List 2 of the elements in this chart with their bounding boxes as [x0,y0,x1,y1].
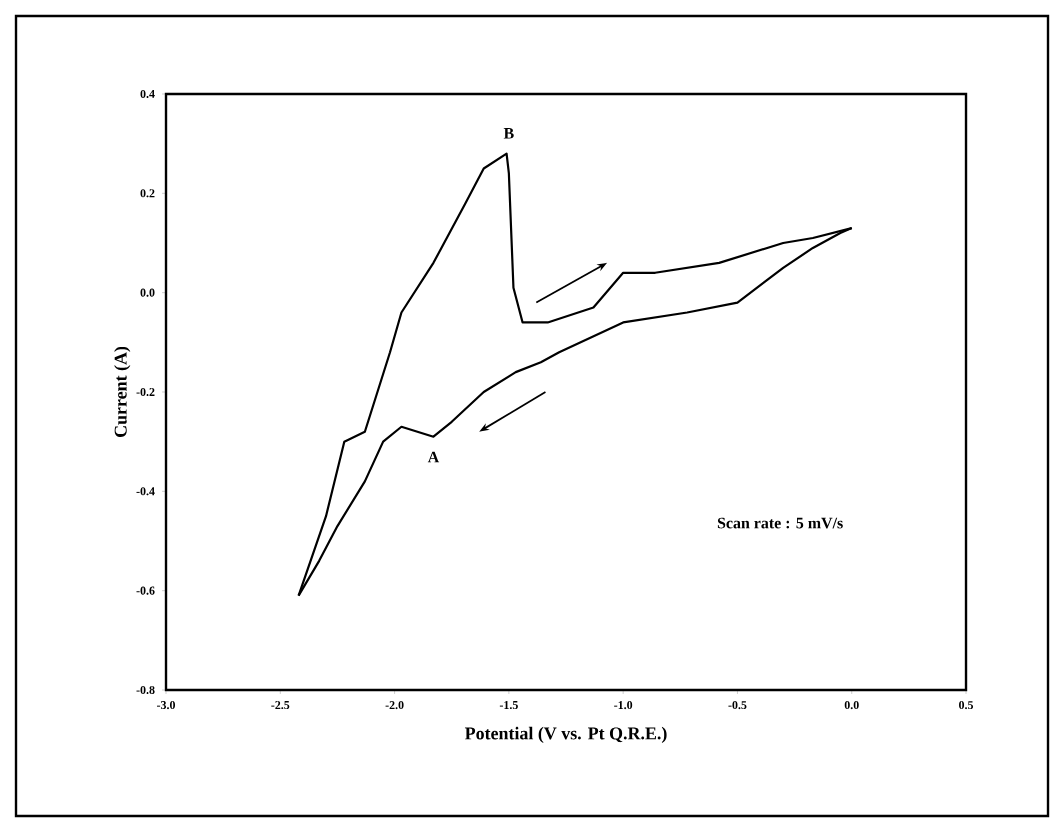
y-axis-title: Current (A) [114,346,131,438]
x-axis-title: Potential (V vs. Pt Q.R.E.) [464,726,667,744]
